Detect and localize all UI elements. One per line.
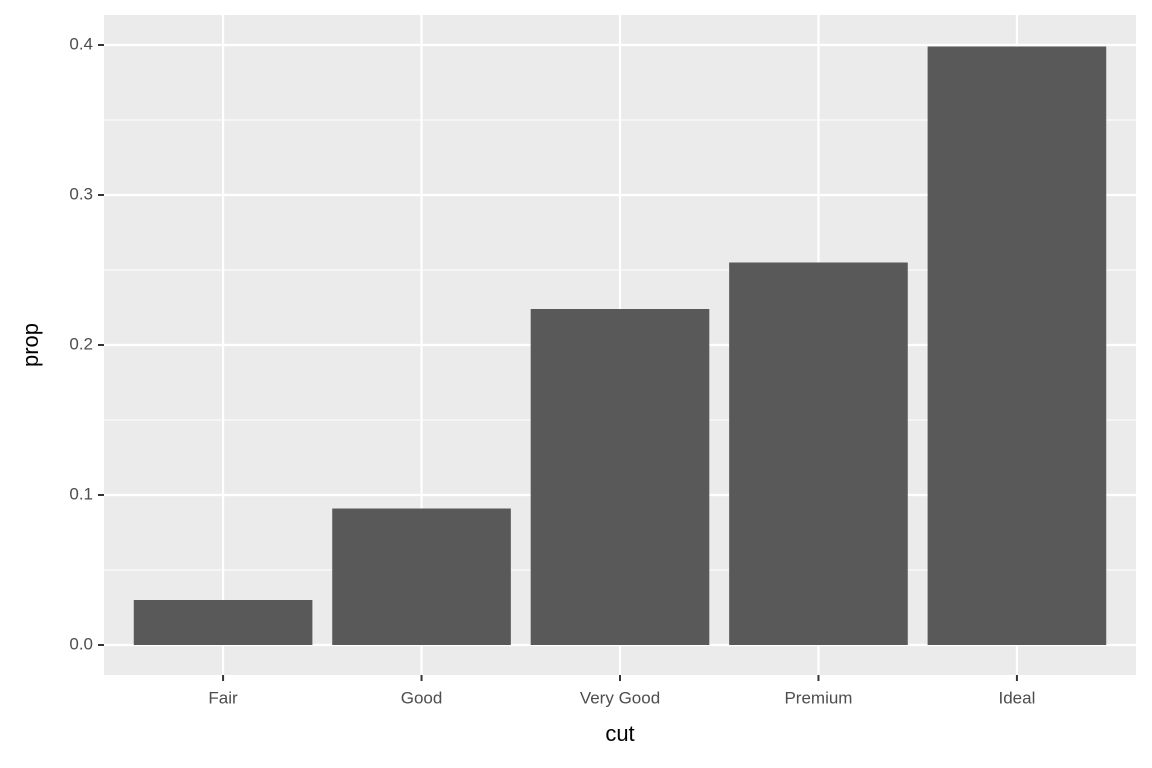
bar xyxy=(133,600,313,645)
x-tick-label: Good xyxy=(401,688,443,707)
x-tick-label: Very Good xyxy=(580,688,660,707)
x-tick-label: Premium xyxy=(784,688,852,707)
y-tick-label: 0.0 xyxy=(69,634,93,653)
y-tick-label: 0.4 xyxy=(69,34,93,53)
x-tick-label: Ideal xyxy=(998,688,1035,707)
x-axis-title: cut xyxy=(605,721,634,746)
bar xyxy=(927,46,1107,645)
bar xyxy=(729,262,908,645)
y-tick-label: 0.1 xyxy=(69,484,93,503)
y-tick-label: 0.2 xyxy=(69,334,93,353)
x-tick-label: Fair xyxy=(208,688,238,707)
y-axis-title: prop xyxy=(18,323,43,367)
y-tick-label: 0.3 xyxy=(69,184,93,203)
bar xyxy=(332,508,511,645)
bar xyxy=(530,309,710,645)
